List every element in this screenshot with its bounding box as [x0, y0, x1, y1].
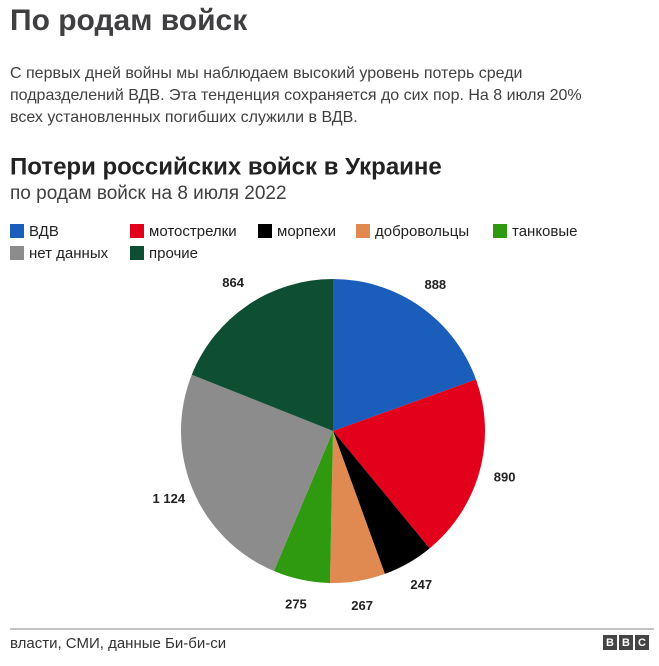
pie-slice — [273, 431, 333, 583]
pie-slice — [329, 431, 385, 583]
bbc-logo: B B C — [603, 635, 649, 650]
pie-slice — [191, 279, 333, 431]
value-label: 890 — [494, 470, 516, 485]
logo-letter: B — [619, 635, 633, 650]
legend-swatch — [10, 224, 24, 238]
legend-swatch — [10, 246, 24, 260]
value-label: 275 — [285, 597, 307, 612]
pie-slice — [333, 379, 486, 549]
value-label: 888 — [424, 277, 446, 292]
legend-swatch — [130, 246, 144, 260]
pie-slice — [180, 374, 333, 572]
value-label: 267 — [351, 598, 373, 613]
legend-label: нет данных — [29, 245, 109, 262]
chart-subtitle: по родам войск на 8 июля 2022 — [10, 183, 287, 204]
legend-label: прочие — [149, 245, 198, 262]
value-label: 247 — [410, 577, 432, 592]
legend-label: танковые — [512, 223, 578, 240]
article-text: С первых дней войны мы наблюдаем высокий… — [10, 65, 582, 126]
value-label: 864 — [222, 275, 244, 290]
legend-swatch — [493, 224, 507, 238]
legend-label: добровольцы — [375, 223, 469, 240]
legend-label: мотострелки — [149, 223, 237, 240]
chart-title: Потери российских войск в Украине — [10, 153, 442, 180]
legend-swatch — [258, 224, 272, 238]
logo-letter: C — [635, 635, 649, 650]
legend-swatch — [356, 224, 370, 238]
legend-swatch — [130, 224, 144, 238]
legend-label: ВДВ — [29, 223, 59, 240]
pie-slice — [333, 431, 430, 574]
legend-label: морпехи — [277, 223, 336, 240]
value-label: 1 124 — [153, 491, 186, 506]
pie-slice — [333, 279, 476, 431]
logo-letter: B — [603, 635, 617, 650]
source: власти, СМИ, данные Би-би-си — [10, 635, 226, 652]
heading: По родам войск — [10, 4, 248, 37]
